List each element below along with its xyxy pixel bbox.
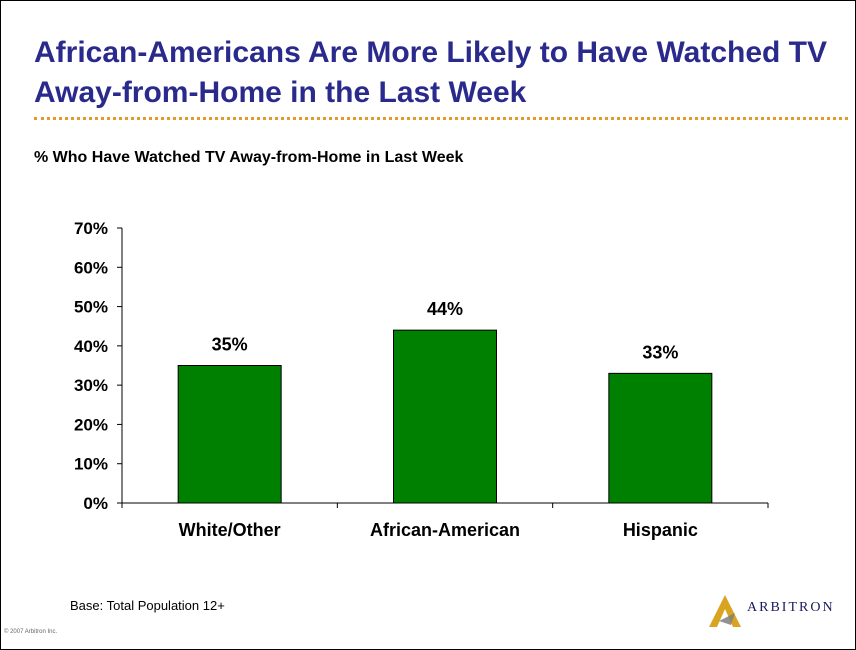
- y-tick-label: 60%: [74, 258, 108, 277]
- data-label: 35%: [212, 335, 248, 355]
- x-tick-label: African-American: [370, 520, 520, 540]
- chart-title: % Who Have Watched TV Away-from-Home in …: [34, 149, 464, 166]
- y-tick-label: 50%: [74, 298, 108, 317]
- slide-title: African-Americans Are More Likely to Hav…: [34, 36, 828, 109]
- y-tick-label: 10%: [74, 455, 108, 474]
- bar-white-other: [177, 365, 282, 504]
- arbitron-logo-icon: [709, 595, 741, 627]
- y-tick-label: 20%: [74, 415, 108, 434]
- data-label: 33%: [642, 342, 678, 362]
- x-tick-label: Hispanic: [623, 520, 698, 540]
- base-note: Base: Total Population 12+: [70, 598, 225, 613]
- y-tick-label: 40%: [74, 337, 108, 356]
- logo-text: ARBITRON: [747, 600, 835, 615]
- title-divider: [34, 117, 848, 120]
- arbitron-logo: ARBITRON: [705, 591, 855, 631]
- bar-african-american: [393, 329, 497, 504]
- x-tick-label: White/Other: [179, 520, 281, 540]
- y-tick-label: 70%: [74, 219, 108, 238]
- y-tick-label: 30%: [74, 376, 108, 395]
- copyright-text: © 2007 Arbitron Inc.: [4, 629, 58, 635]
- y-tick-label: 0%: [83, 494, 108, 513]
- bar-hispanic: [608, 372, 713, 504]
- data-label: 44%: [427, 299, 463, 319]
